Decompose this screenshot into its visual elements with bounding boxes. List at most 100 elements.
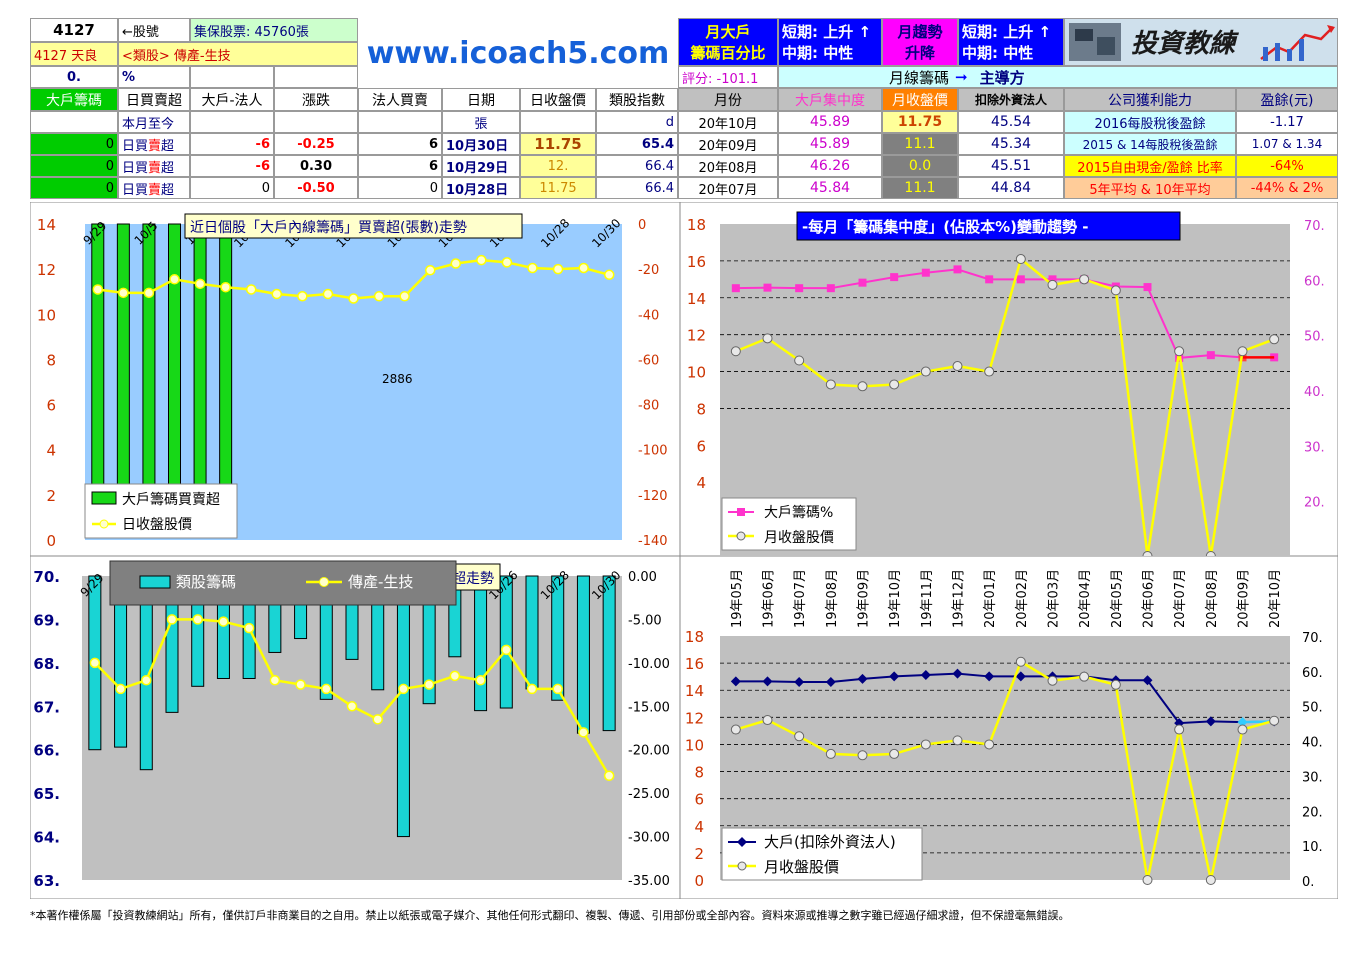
y-left-tick: 8 [694, 764, 704, 782]
x-tick-label: 20年05月 [1110, 569, 1125, 628]
y-right-tick: 50. [1302, 701, 1323, 716]
y-left-tick: 64. [33, 829, 60, 847]
y-right-tick: -80 [638, 399, 659, 414]
title-box [796, 211, 1181, 241]
sector-index: 66.4 [596, 177, 678, 199]
y-left-tick: 14 [687, 290, 706, 308]
y-right-tick: 30. [1302, 770, 1323, 785]
concentration: 45.89 [778, 133, 882, 155]
big-holder-l1: 月大戶 [705, 23, 751, 41]
term-status-a: 短期: 上升 ↑ 中期: 中性 [778, 18, 882, 66]
blank-cell [190, 66, 274, 88]
y-left-tick: 10 [687, 364, 706, 382]
y-left-tick: 12 [37, 261, 56, 279]
price-point [194, 278, 206, 290]
month: 20年10月 [678, 111, 778, 133]
x-tick-label: 20年10月 [1268, 569, 1283, 628]
concentration-point [985, 275, 994, 284]
day-net-label: 日買賣超 [118, 177, 190, 199]
price-point [857, 381, 868, 392]
sector-index-point [423, 679, 435, 690]
column-header: 漲跌 [274, 88, 358, 111]
price-point [399, 290, 410, 302]
concentration: 46.26 [778, 155, 882, 177]
sector-chip-bar [396, 575, 410, 838]
blank-cell [30, 111, 118, 133]
day-net-label: 日買賣超 [118, 155, 190, 177]
y-right-tick: -20.00 [628, 744, 670, 759]
legend-label: 傳產-生技 [348, 573, 413, 591]
ex-foreign-point [857, 673, 868, 684]
term-status-b: 短期: 上升 ↑ 中期: 中性 [958, 18, 1064, 66]
y-left-tick: 6 [46, 397, 56, 415]
price-point [1015, 656, 1026, 667]
legend-label: 月收盤股價 [764, 858, 839, 876]
holder-minus-inst: -6 [190, 155, 274, 177]
price-point [1269, 334, 1280, 345]
price-point [794, 355, 805, 366]
day-net-label: 日買賣超 [118, 133, 190, 155]
legend-label: 大戶(扣除外資法人) [764, 833, 896, 851]
price-point [501, 257, 513, 268]
stock-name: 4127 天良 [30, 42, 118, 66]
concentration-point [763, 283, 772, 292]
y-right-tick: 0.00 [628, 570, 657, 585]
price-point [1174, 724, 1185, 735]
y-left-tick: 12 [685, 709, 704, 727]
annotation: 2886 [382, 372, 413, 386]
monthly-close: 11.1 [882, 177, 958, 199]
ex-foreign-point [762, 676, 773, 687]
sector-index-point [218, 616, 229, 627]
title-box [447, 563, 501, 591]
price-point [92, 284, 104, 295]
y-right-tick: 20. [1304, 496, 1325, 511]
month: 20年07月 [678, 177, 778, 199]
chip-bar [193, 223, 207, 496]
sector-index-point [192, 614, 203, 625]
sector-chip-chart: 9/2910/510/2610/2810/3063.64.65.66.67.68… [30, 556, 680, 899]
concentration-point [1016, 275, 1025, 284]
sector-index: 65.4 [596, 133, 678, 155]
trade-date: 10月29日 [442, 155, 520, 177]
ex-foreign-point [1015, 671, 1026, 682]
ex-foreign-point [889, 671, 900, 682]
y-right-tick: 0. [1302, 875, 1314, 890]
y-left-tick: 16 [685, 655, 704, 673]
price-point [578, 262, 589, 274]
y-right-tick: 70. [1302, 631, 1323, 646]
legend-label: 類股籌碼 [176, 573, 236, 591]
site-url[interactable]: www.icoach5.com [358, 18, 678, 88]
price-point [424, 265, 436, 276]
y-left-tick: 4 [694, 818, 704, 836]
sector-name: <類股> 傳產-生技 [118, 42, 358, 66]
y-right-tick: -20 [638, 263, 659, 278]
ex-foreign-point [794, 677, 805, 688]
pct-unit: % [118, 66, 190, 88]
y-right-tick: -10.00 [628, 657, 670, 672]
price-point [245, 284, 257, 295]
ex-foreign: 45.34 [958, 133, 1064, 155]
profit-value: -1.17 [1236, 111, 1338, 133]
y-left-tick: 10 [685, 736, 704, 754]
price-point [984, 739, 995, 750]
y-left-tick: 2 [694, 845, 704, 863]
y-left-tick: 66. [33, 742, 60, 760]
sector-index-point [269, 674, 281, 686]
x-tick-label: 19年08月 [825, 569, 840, 628]
sector-index-point [398, 683, 409, 695]
sector-index-point [166, 614, 178, 625]
y-left-tick: 4 [696, 474, 706, 492]
sector-index-point [89, 657, 101, 669]
ex-foreign-point [1237, 717, 1248, 728]
sector-index-point [141, 674, 152, 686]
y-left-tick: 0 [694, 872, 704, 890]
chart-title: 近日個股「大戶內線籌碼」買賣超(張數)走勢 [190, 220, 467, 236]
x-tick-label: 20年09月 [1237, 569, 1252, 628]
y-left-tick: 0 [46, 532, 56, 550]
price-point [825, 379, 836, 390]
y-left-tick: 18 [685, 628, 704, 646]
sector-index-point [372, 714, 383, 725]
price-point [1205, 875, 1216, 885]
column-header: 法人買賣 [358, 88, 442, 111]
price-point [920, 739, 931, 750]
